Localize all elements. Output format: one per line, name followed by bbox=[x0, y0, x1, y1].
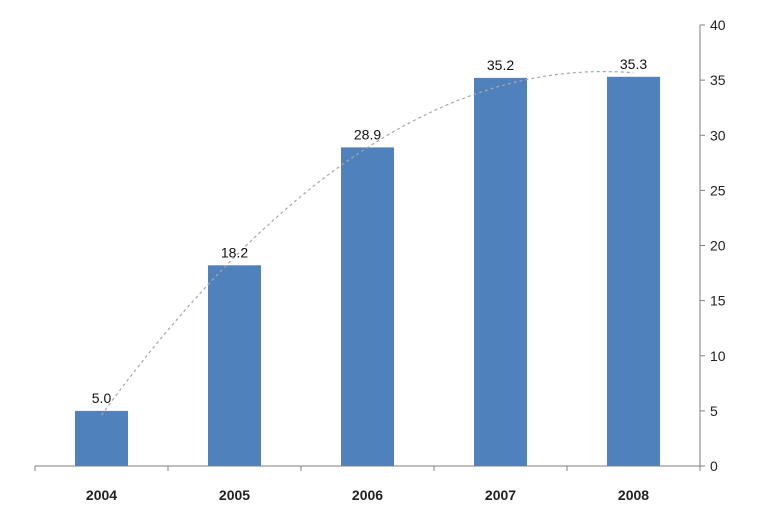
data-label: 35.2 bbox=[487, 57, 514, 73]
y-tick-label: 10 bbox=[710, 348, 726, 364]
y-tick-label: 5 bbox=[710, 403, 718, 419]
labels-layer: 0 5 10 15 20 25 30 35 40 2004 2005 2006 2007 2008 5.0 1… bbox=[86, 17, 726, 503]
data-label: 5.0 bbox=[92, 390, 112, 406]
bars-layer bbox=[75, 76, 660, 467]
y-tick-label: 0 bbox=[710, 458, 718, 474]
bar-2008 bbox=[607, 76, 660, 467]
y-tick-label: 30 bbox=[710, 127, 726, 143]
bar-2004 bbox=[75, 410, 128, 466]
bar-2007 bbox=[474, 77, 527, 467]
data-label: 18.2 bbox=[221, 244, 248, 260]
x-tick-label: 2007 bbox=[485, 487, 516, 503]
y-tick-label: 15 bbox=[710, 293, 726, 309]
data-label: 35.3 bbox=[620, 56, 647, 72]
trendline bbox=[101, 71, 634, 416]
bar-2005 bbox=[208, 265, 261, 466]
x-tick-label: 2005 bbox=[219, 487, 250, 503]
y-tick-label: 25 bbox=[710, 182, 726, 198]
data-label: 28.9 bbox=[354, 126, 381, 142]
y-tick-label: 20 bbox=[710, 238, 726, 254]
axes-layer bbox=[34, 24, 705, 471]
x-tick-label: 2006 bbox=[352, 487, 383, 503]
y-tick-label: 40 bbox=[710, 17, 726, 33]
trendline-layer bbox=[101, 71, 634, 416]
x-tick-label: 2004 bbox=[86, 487, 117, 503]
bar-2006 bbox=[341, 147, 394, 466]
x-tick-label: 2008 bbox=[618, 487, 649, 503]
y-tick-label: 35 bbox=[710, 72, 726, 88]
